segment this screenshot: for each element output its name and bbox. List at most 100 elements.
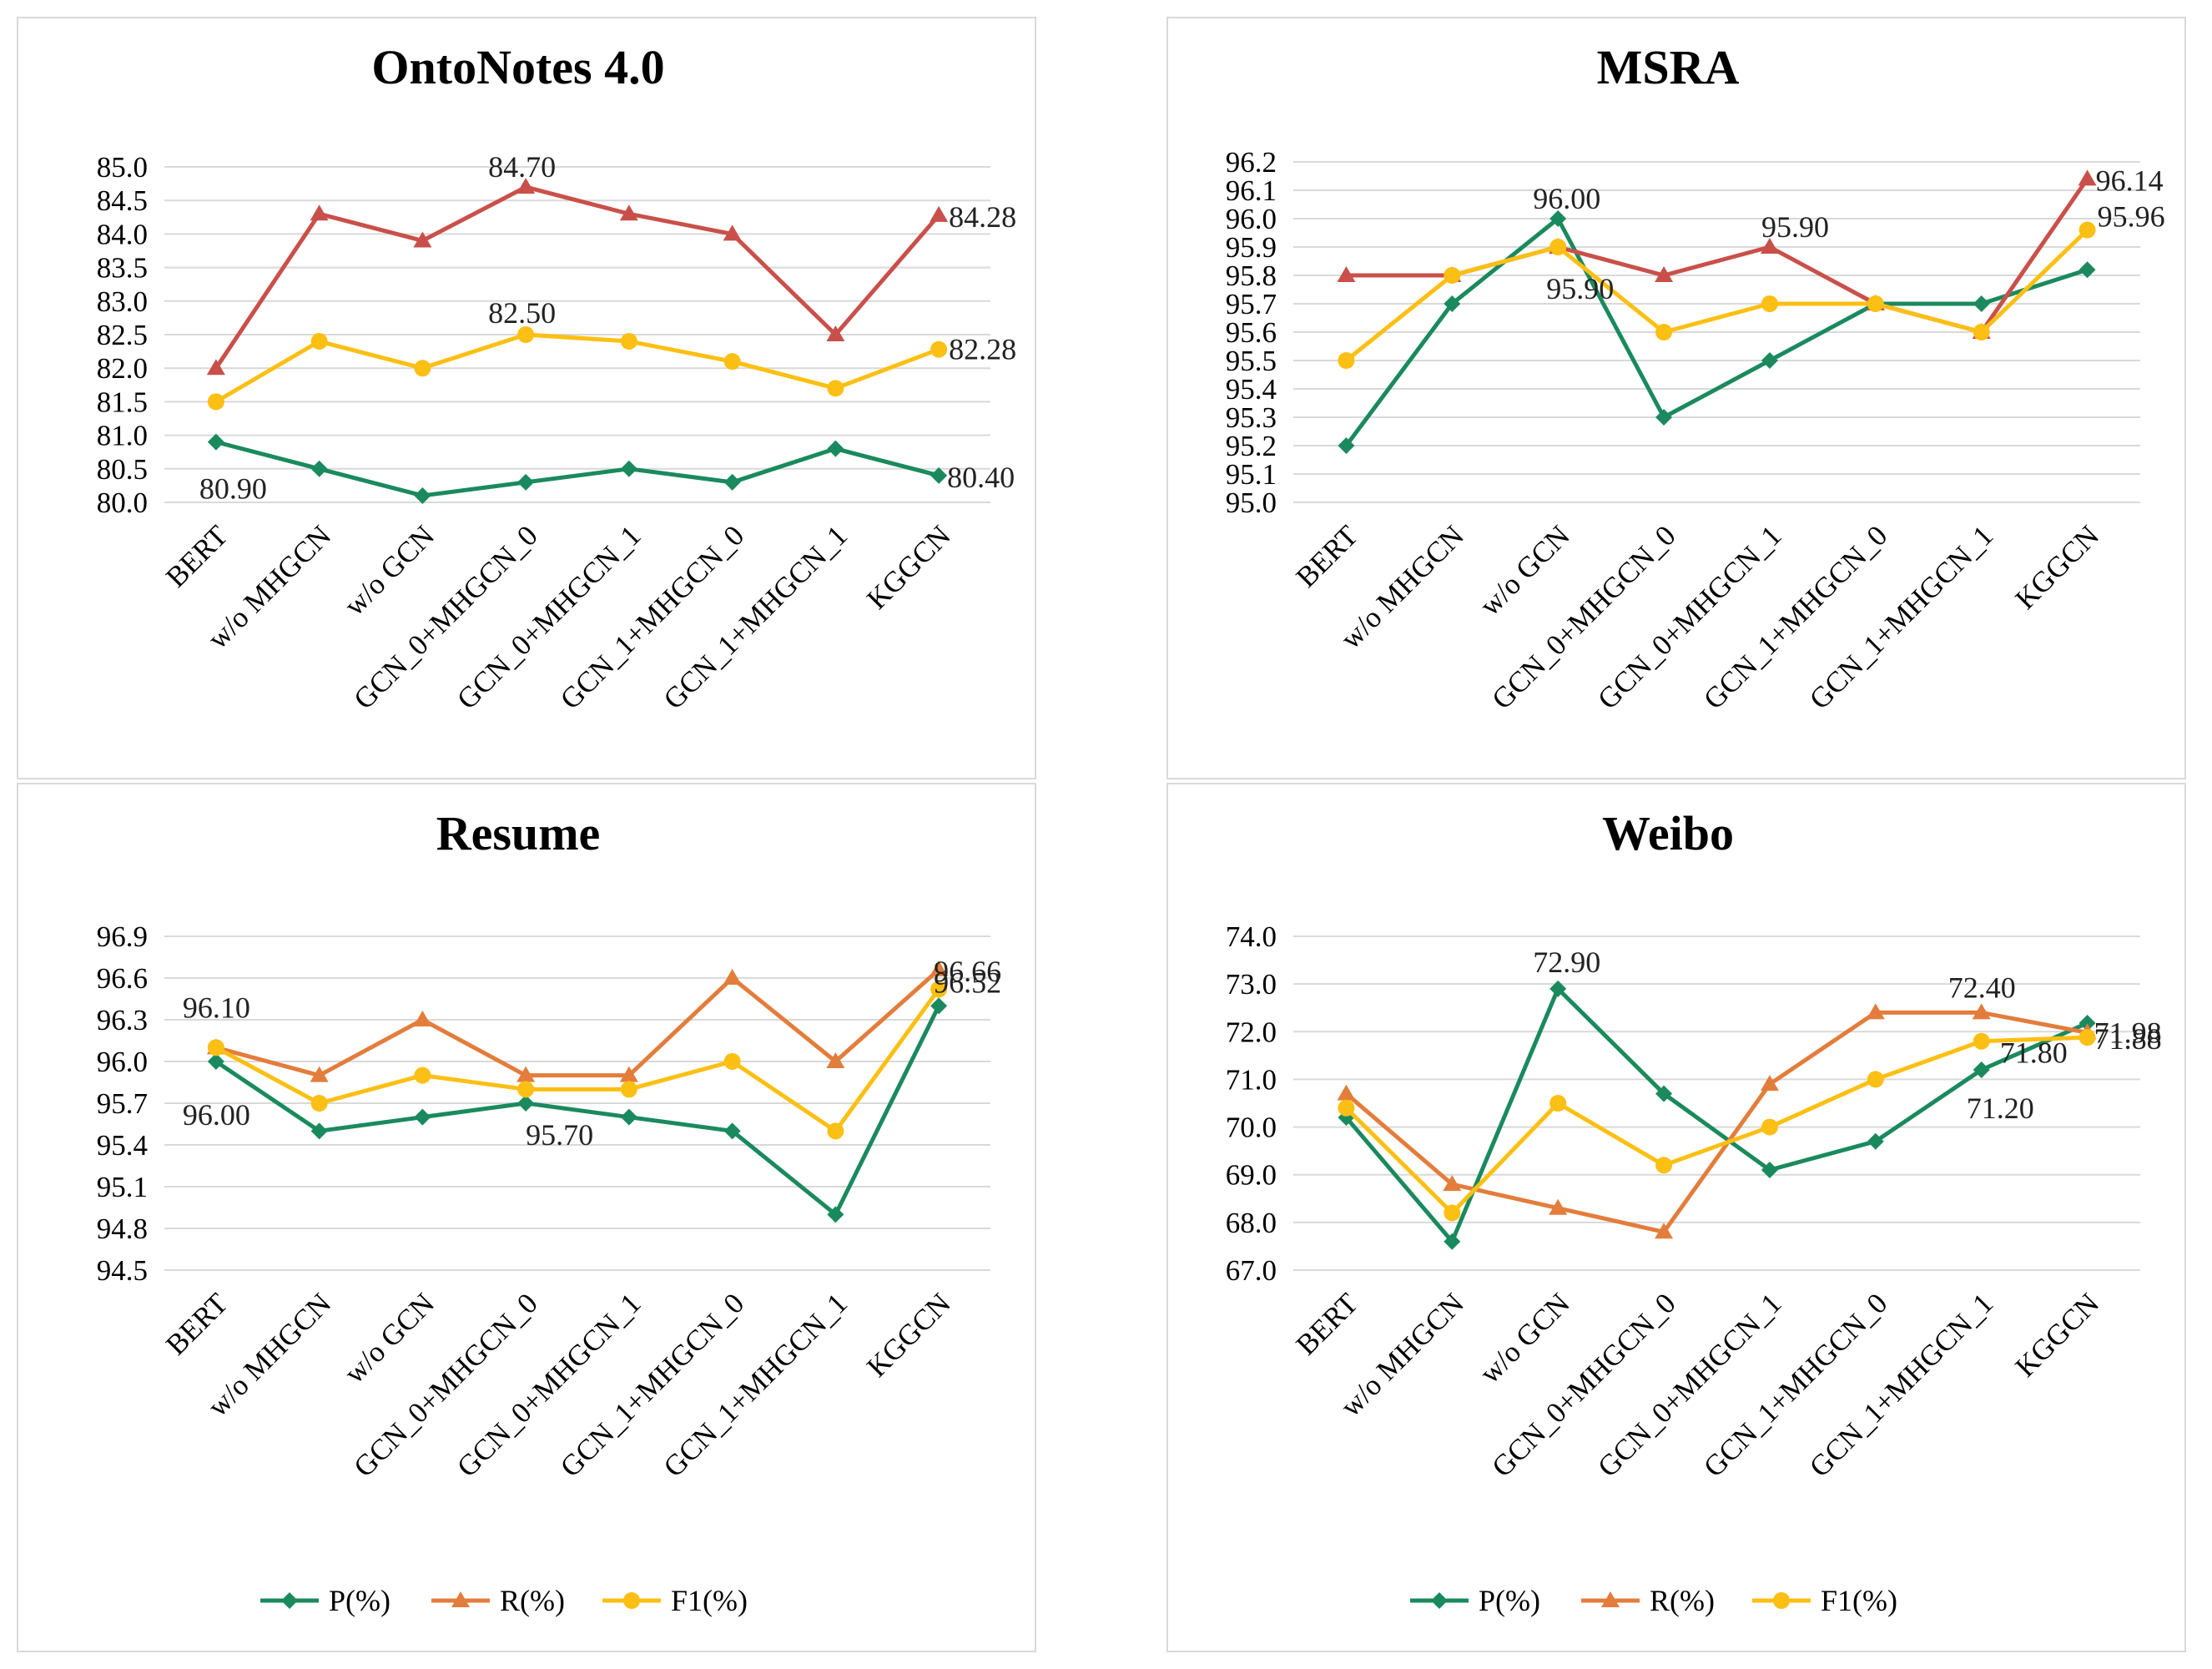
data-label: 72.40 xyxy=(1948,971,2016,1004)
data-point xyxy=(1655,1223,1674,1239)
data-point xyxy=(207,1053,224,1070)
series-F1(%) xyxy=(207,326,948,411)
data-point xyxy=(1760,1075,1779,1092)
data-point xyxy=(310,204,329,221)
data-point xyxy=(414,1108,431,1126)
x-tick-label: w/o GCN xyxy=(338,1287,441,1389)
y-tick-label: 82.0 xyxy=(97,352,148,385)
data-point xyxy=(827,1206,844,1223)
series-line xyxy=(1344,1010,2089,1234)
data-point xyxy=(1761,352,1778,369)
series-line xyxy=(1344,986,2089,1244)
legend-marker xyxy=(281,1592,298,1609)
y-tick-label: 67.0 xyxy=(1226,1254,1277,1287)
chart-resume: Resume 94.5 94.8 95.1 95.4 95.7 96.0 96.3 96.6 96… xyxy=(97,806,1001,1617)
y-tick-label: 95.3 xyxy=(1226,401,1277,434)
data-point xyxy=(1760,238,1779,254)
series-P(%) xyxy=(207,997,948,1223)
data-point xyxy=(1338,1099,1355,1117)
data-point xyxy=(1549,239,1567,255)
legend: P(%) R(%) F1(%) xyxy=(1410,1584,1897,1617)
y-tick-label: 95.7 xyxy=(1226,288,1277,320)
legend-label: R(%) xyxy=(500,1584,565,1617)
series-line xyxy=(214,1005,941,1217)
data-point xyxy=(1444,1233,1461,1250)
y-tick-label: 96.2 xyxy=(1226,146,1277,179)
y-tick-label: 96.0 xyxy=(1226,203,1277,235)
data-label: 96.66 xyxy=(934,955,1001,988)
data-point xyxy=(516,1066,536,1082)
panel-msra: MSRA 95.0 95.1 95.2 95.3 95.4 95.5 95.6 95.7 95.8… xyxy=(1166,17,2186,779)
y-tick-label: 95.7 xyxy=(97,1087,148,1120)
data-point xyxy=(2078,1015,2096,1031)
data-point xyxy=(1867,1132,1884,1150)
x-tick-label: KGGCN xyxy=(860,519,957,616)
series-line xyxy=(215,968,940,1078)
y-tick-label: 95.1 xyxy=(97,1171,148,1203)
data-point xyxy=(414,1066,431,1084)
y-tick-label: 68.0 xyxy=(1226,1207,1277,1239)
data-point xyxy=(826,1052,845,1068)
data-label: 71.98 xyxy=(2094,1016,2162,1049)
data-point xyxy=(723,969,742,985)
data-point xyxy=(1655,324,1673,340)
x-tick-label: KGGCN xyxy=(2009,1287,2106,1384)
x-tick-label: GCN_0+MHGCN_1 xyxy=(1591,519,1787,715)
y-axis-tick-labels: 80.080.581.081.582.082.583.083.584.084.5… xyxy=(97,151,148,519)
chart-title: OntoNotes 4.0 xyxy=(371,40,664,94)
x-tick-label: GCN_0+MHGCN_0 xyxy=(347,519,543,715)
data-point xyxy=(413,231,432,248)
y-axis-tick-labels: 94.5 94.8 95.1 95.4 95.7 96.0 96.3 96.6 96.9 xyxy=(97,920,148,1287)
data-point xyxy=(517,326,535,343)
data-point xyxy=(517,1081,535,1098)
data-point xyxy=(723,473,741,491)
y-tick-label: 69.0 xyxy=(1226,1159,1277,1192)
series-line xyxy=(214,987,941,1133)
gridlines xyxy=(1293,935,2140,1271)
data-point xyxy=(620,333,637,350)
chart-weibo: Weibo 67.0 68.0 69.0 70.0 71.0 72.0 73.0 74.0 BER… xyxy=(1226,806,2162,1617)
y-tick-label: 74.0 xyxy=(1226,920,1277,953)
data-point xyxy=(310,333,328,350)
data-point xyxy=(930,961,949,976)
legend-marker xyxy=(1773,1592,1790,1609)
data-point xyxy=(310,1066,329,1082)
x-tick-label: GCN_0+MHGCN_1 xyxy=(451,1287,647,1483)
data-label: 71.20 xyxy=(1967,1092,2034,1125)
data-label: 84.70 xyxy=(488,150,556,184)
x-tick-label: GCN_1+MHGCN_0 xyxy=(554,1287,750,1483)
data-point xyxy=(1867,1071,1884,1088)
data-point xyxy=(517,1095,535,1112)
data-point xyxy=(827,440,844,457)
y-tick-label: 96.1 xyxy=(1226,174,1277,207)
data-point xyxy=(1655,409,1673,426)
data-label: 82.28 xyxy=(949,333,1016,366)
series-line xyxy=(215,440,940,498)
data-point xyxy=(620,1081,637,1098)
y-axis-tick-labels: 95.095.195.295.395.495.595.695.795.895.9… xyxy=(1226,146,1277,519)
data-point xyxy=(1973,1061,1990,1078)
x-tick-label: GCN_0+MHGCN_1 xyxy=(451,519,647,715)
legend-label: F1(%) xyxy=(1821,1584,1897,1617)
data-point xyxy=(1337,266,1356,282)
data-point xyxy=(1973,1032,1990,1050)
x-tick-label: GCN_1+MHGCN_1 xyxy=(1803,1287,1999,1483)
data-point xyxy=(826,325,845,341)
x-tick-label: GCN_1+MHGCN_1 xyxy=(1803,519,1999,715)
y-tick-label: 84.0 xyxy=(97,218,148,250)
data-point xyxy=(1972,1003,1991,1020)
series-line xyxy=(1344,1035,2088,1215)
x-tick-label: GCN_1+MHGCN_1 xyxy=(658,519,854,715)
data-point xyxy=(516,178,536,194)
data-point xyxy=(723,1053,741,1070)
data-label: 96.10 xyxy=(183,991,250,1024)
y-tick-label: 82.5 xyxy=(97,319,148,351)
series-P(%) xyxy=(1338,980,2096,1250)
x-tick-label: w/o GCN xyxy=(1474,519,1576,622)
data-point xyxy=(2078,1029,2096,1046)
data-label: 80.40 xyxy=(947,461,1015,494)
